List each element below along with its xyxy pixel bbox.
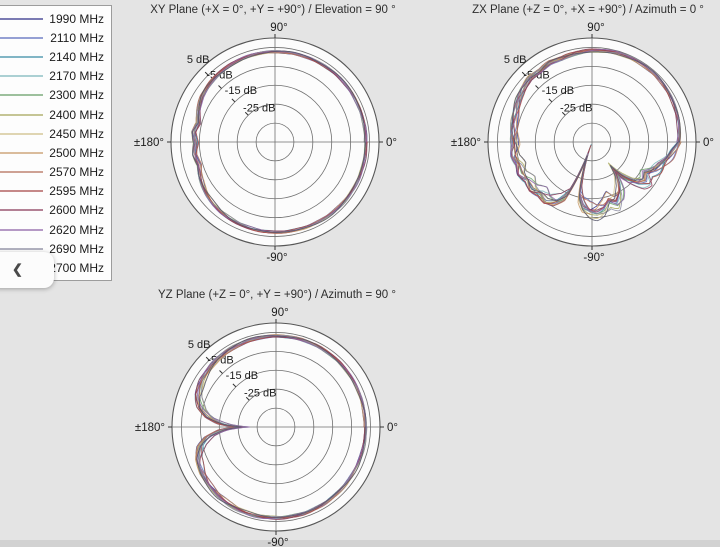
ring-label: -15 dB	[226, 370, 258, 382]
ring-label: -25 dB	[560, 102, 592, 114]
polar-plot-yz: YZ Plane (+Z = 0°, +Y = +90°) / Azimuth …	[135, 289, 398, 547]
legend-swatch-line	[0, 228, 43, 231]
legend-frequency-label: 2400 MHz	[49, 107, 104, 122]
angle-label-left: ±180°	[134, 137, 164, 149]
ring-tick	[535, 85, 539, 89]
series-curve-2690-mhz	[510, 51, 681, 215]
plot-title-xy: XY Plane (+X = 0°, +Y = +90°) / Elevatio…	[150, 4, 395, 16]
legend-swatch-line	[0, 55, 43, 58]
series-curve-2700-mhz	[196, 335, 367, 518]
chevron-left-icon: ❮	[12, 261, 23, 277]
legend-item: 1990 MHz	[0, 9, 111, 28]
legend-swatch-line	[0, 94, 43, 97]
legend-swatch-line	[0, 36, 43, 39]
legend-swatch-line	[0, 247, 43, 250]
ring-tick	[244, 111, 249, 116]
legend-swatch-line	[0, 209, 43, 212]
angle-label-top: 90°	[270, 22, 287, 34]
legend-item: 2110 MHz	[0, 28, 111, 47]
legend-frequency-label: 2450 MHz	[49, 126, 104, 141]
angle-label-left: ±180°	[451, 137, 481, 149]
legend-item: 2600 MHz	[0, 201, 111, 220]
legend-frequency-label: 2300 MHz	[49, 88, 104, 103]
angle-label-bottom: -90°	[583, 252, 604, 264]
ring-label: 5 dB	[187, 54, 210, 66]
plot-title-yz: YZ Plane (+Z = 0°, +Y = +90°) / Azimuth …	[158, 289, 396, 301]
angle-label-right: 0°	[387, 422, 398, 434]
angle-label-left: ±180°	[135, 422, 165, 434]
angle-label-top: 90°	[587, 22, 604, 34]
angle-label-bottom: -90°	[267, 537, 288, 547]
legend-swatch-line	[0, 190, 43, 193]
ring-tick	[219, 370, 223, 374]
legend-swatch-line	[0, 171, 43, 174]
legend-item: 2300 MHz	[0, 86, 111, 105]
ring-tick	[231, 98, 236, 103]
ring-label: -15 dB	[542, 85, 574, 97]
series-curve-2700-mhz	[191, 50, 366, 233]
legend-item: 2170 MHz	[0, 67, 111, 86]
ring-label: 5 dB	[504, 54, 527, 66]
legend-collapse-button[interactable]: ❮	[0, 252, 54, 288]
frequency-legend-panel: 1990 MHz 2110 MHz 2140 MHz 2170 MHz 2300 MHz…	[0, 5, 112, 281]
legend-item: 2400 MHz	[0, 105, 111, 124]
ring-tick	[205, 356, 210, 361]
legend-frequency-label: 2700 MHz	[49, 261, 104, 276]
ring-tick	[218, 85, 222, 89]
legend-item: 2570 MHz	[0, 163, 111, 182]
legend-item: 2595 MHz	[0, 182, 111, 201]
plot-title-zx: ZX Plane (+Z = 0°, +X = +90°) / Azimuth …	[472, 4, 704, 16]
angle-label-right: 0°	[703, 137, 714, 149]
bottom-edge-strip	[0, 540, 720, 547]
legend-frequency-label: 2500 MHz	[49, 145, 104, 160]
ring-tick	[232, 383, 237, 388]
ring-label: -15 dB	[225, 85, 257, 97]
legend-item: 2140 MHz	[0, 47, 111, 66]
legend-frequency-label: 2140 MHz	[49, 49, 104, 64]
legend-frequency-label: 2170 MHz	[49, 69, 104, 84]
legend-frequency-label: 2595 MHz	[49, 184, 104, 199]
angle-label-right: 0°	[386, 137, 397, 149]
legend-frequency-label: 2570 MHz	[49, 165, 104, 180]
ring-label: -25 dB	[244, 387, 276, 399]
legend-swatch-line	[0, 132, 43, 135]
angle-label-top: 90°	[271, 307, 288, 319]
ring-tick	[245, 396, 250, 401]
polar-plot-xy: XY Plane (+X = 0°, +Y = +90°) / Elevatio…	[134, 4, 397, 264]
legend-frequency-label: 2110 MHz	[50, 30, 104, 45]
ring-tick	[204, 71, 209, 76]
legend-frequency-label: 2600 MHz	[49, 203, 104, 218]
legend-item: 2690 MHz	[0, 239, 111, 258]
legend-item: 2620 MHz	[0, 220, 111, 239]
series-curve-2700-mhz	[511, 51, 681, 222]
legend-frequency-label: 1990 MHz	[49, 11, 104, 26]
legend-item: 2500 MHz	[0, 143, 111, 162]
ring-tick	[521, 71, 526, 76]
legend-frequency-label: 2690 MHz	[49, 241, 104, 256]
polar-plot-zx: ZX Plane (+Z = 0°, +X = +90°) / Azimuth …	[451, 4, 714, 264]
ring-tick	[561, 111, 566, 116]
legend-swatch-line	[0, 113, 43, 116]
legend-item: 2450 MHz	[0, 124, 111, 143]
legend-swatch-line	[0, 17, 43, 20]
ring-tick	[548, 98, 553, 103]
series-curve-2690-mhz	[192, 50, 366, 233]
ring-label: -25 dB	[243, 102, 275, 114]
angle-label-bottom: -90°	[266, 252, 287, 264]
legend-swatch-line	[0, 151, 43, 154]
legend-frequency-label: 2620 MHz	[49, 222, 104, 237]
legend-swatch-line	[0, 75, 43, 78]
ring-label: 5 dB	[188, 339, 211, 351]
